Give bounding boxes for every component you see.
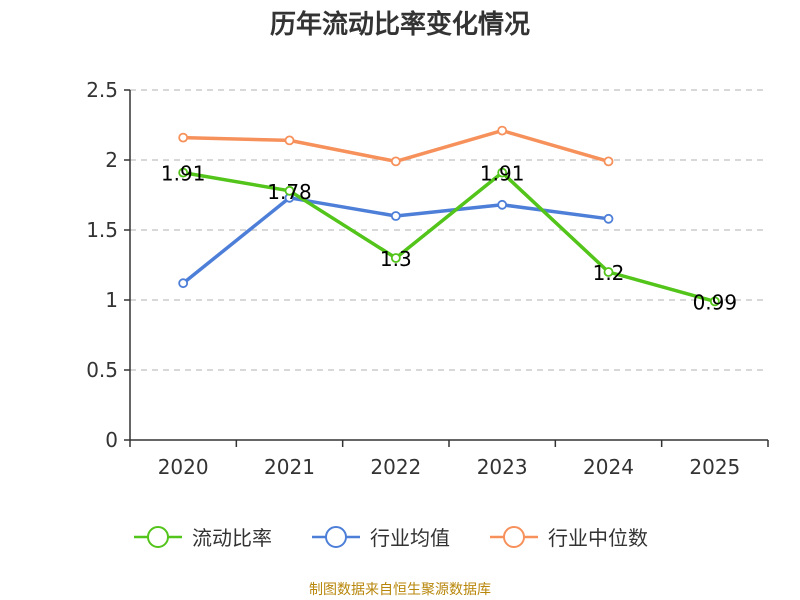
legend-marker bbox=[147, 526, 169, 548]
legend-label: 流动比率 bbox=[192, 526, 272, 550]
x-tick-label: 2025 bbox=[689, 455, 740, 479]
legend-marker bbox=[325, 526, 347, 548]
x-tick-label: 2020 bbox=[158, 455, 209, 479]
x-tick-label: 2022 bbox=[370, 455, 421, 479]
data-point[interactable] bbox=[497, 167, 508, 178]
data-point[interactable] bbox=[284, 135, 295, 146]
data-labels: 1.91 1.78 1.3 1.91 1.2 0.99 bbox=[161, 162, 737, 315]
legend[interactable]: 流动比率 行业均值 行业中位数 bbox=[134, 526, 648, 550]
y-tick-label: 2 bbox=[105, 148, 118, 172]
x-tick-label: 2024 bbox=[583, 455, 634, 479]
data-point[interactable] bbox=[603, 213, 614, 224]
data-point[interactable] bbox=[390, 156, 401, 167]
x-tick-label: 2021 bbox=[264, 455, 315, 479]
y-tick-label: 1 bbox=[105, 288, 118, 312]
data-point[interactable] bbox=[178, 167, 189, 178]
data-point[interactable] bbox=[497, 125, 508, 136]
source-note: 制图数据来自恒生聚源数据库 bbox=[309, 582, 491, 598]
data-point[interactable] bbox=[390, 253, 401, 263]
legend-label: 行业均值 bbox=[370, 526, 450, 550]
tick-labels: 0 0.5 1 1.5 2 2.5 2020 2021 2022 2023 2024 2025 bbox=[86, 78, 740, 479]
data-label: 1.91 bbox=[480, 162, 525, 186]
data-point[interactable] bbox=[390, 211, 401, 221]
data-point[interactable] bbox=[603, 156, 614, 167]
y-tick-label: 1.5 bbox=[86, 218, 118, 242]
data-point[interactable] bbox=[178, 278, 189, 289]
x-tick-label: 2023 bbox=[477, 455, 528, 479]
series-points bbox=[178, 125, 720, 307]
data-point[interactable] bbox=[497, 199, 508, 210]
data-point[interactable] bbox=[709, 296, 720, 307]
data-label: 1.2 bbox=[593, 261, 625, 285]
chart-title: 历年流动比率变化情况 bbox=[270, 9, 530, 40]
data-point[interactable] bbox=[603, 267, 614, 277]
y-tick-label: 0.5 bbox=[86, 358, 118, 382]
legend-label: 行业中位数 bbox=[548, 526, 648, 550]
series-lines bbox=[182, 128, 716, 304]
legend-item[interactable]: 流动比率 bbox=[134, 526, 272, 550]
legend-marker bbox=[503, 526, 525, 548]
axes bbox=[124, 89, 769, 447]
y-tick-label: 2.5 bbox=[86, 78, 118, 102]
legend-item[interactable]: 行业均值 bbox=[312, 526, 450, 550]
legend-item[interactable]: 行业中位数 bbox=[490, 526, 648, 550]
data-point[interactable] bbox=[178, 132, 189, 143]
data-label: 1.3 bbox=[380, 247, 412, 271]
grid bbox=[130, 89, 768, 371]
data-label: 0.99 bbox=[693, 290, 738, 314]
y-tick-label: 0 bbox=[105, 428, 118, 452]
data-point[interactable] bbox=[284, 185, 295, 196]
data-label: 1.91 bbox=[161, 162, 206, 186]
data-label: 1.78 bbox=[267, 180, 312, 204]
series-line bbox=[182, 170, 716, 304]
